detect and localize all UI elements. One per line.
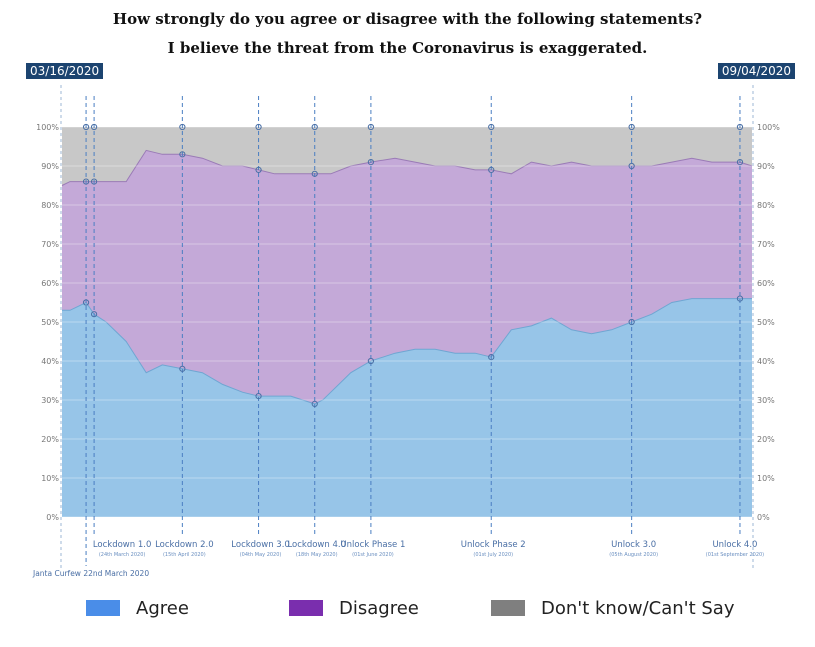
legend-item-dont-know: Don't know/Can't Say (491, 596, 734, 620)
event-marker (367, 357, 374, 365)
y-tick-label-left: 20% (41, 435, 59, 444)
legend-label-dont-know: Don't know/Can't Say (541, 597, 735, 619)
y-tick-label-left: 50% (41, 318, 59, 327)
legend-label-agree: Agree (136, 597, 189, 619)
event-label: Unlock Phase 1 (340, 540, 405, 550)
chart-title: How strongly do you agree or disagree wi… (112, 10, 703, 28)
y-tick-label-right: 30% (757, 396, 775, 405)
legend-label-disagree: Disagree (339, 597, 419, 619)
event-date: (15th April 2020) (163, 552, 206, 558)
legend-swatch-disagree (289, 600, 323, 616)
event-marker (628, 123, 635, 131)
y-tick-label-right: 100% (757, 123, 780, 132)
legend-swatch-agree (86, 600, 120, 616)
disagree-boundary-line (61, 149, 753, 186)
y-tick-label-left: 70% (41, 240, 59, 249)
y-tick-label-right: 0% (757, 513, 770, 522)
event-marker (628, 162, 635, 170)
event-date: (05th August 2020) (609, 552, 658, 558)
event-marker (90, 311, 98, 318)
y-tick-label-left: 0% (46, 513, 59, 522)
y-tick-label-left: 100% (36, 123, 59, 132)
event-marker (311, 170, 318, 177)
start-date-badge: 03/16/2020 (26, 63, 104, 79)
event-marker (82, 299, 90, 306)
y-tick-label-right: 70% (757, 240, 775, 249)
y-tick-label-right: 40% (757, 357, 775, 366)
event-marker (82, 123, 90, 131)
event-marker (90, 178, 98, 185)
y-tick-label-right: 90% (757, 162, 775, 171)
event-marker (82, 178, 90, 185)
event-date: (01st July 2020) (473, 552, 513, 558)
chart-subtitle: I believe the threat from the Coronaviru… (167, 39, 648, 57)
event-marker (488, 123, 495, 131)
y-tick-label-left: 10% (41, 474, 59, 483)
event-date: (01st June 2020) (352, 552, 394, 558)
event-label: Lockdown 3.0 (231, 540, 290, 550)
y-tick-label-right: 60% (757, 279, 775, 288)
event-marker (736, 295, 744, 302)
event-marker (179, 123, 186, 131)
event-marker (255, 123, 262, 131)
legend-item-agree: Agree (86, 596, 189, 620)
legend-item-disagree: Disagree (289, 596, 419, 620)
event-marker (628, 318, 635, 326)
y-tick-label-right: 50% (757, 318, 775, 327)
event-marker (311, 400, 318, 407)
event-label: Unlock 4.0 (712, 540, 757, 550)
event-marker (179, 365, 186, 372)
event-label: Lockdown 2.0 (155, 540, 214, 550)
event-marker (255, 166, 262, 173)
event-marker (367, 123, 374, 131)
event-date: (01st September 2020) (706, 552, 764, 558)
agree-area (62, 298, 752, 517)
event-label: Unlock Phase 2 (461, 540, 526, 550)
y-tick-label-right: 20% (757, 435, 775, 444)
event-label: Janta Curfew 22nd March 2020 (32, 569, 149, 578)
end-date-badge: 09/04/2020 (717, 63, 795, 79)
event-marker (311, 123, 318, 131)
y-tick-label-right: 10% (757, 474, 775, 483)
event-label: Lockdown 1.0 (93, 540, 152, 550)
event-marker (255, 393, 262, 400)
event-label: Lockdown 4.0 (287, 540, 346, 550)
event-marker (488, 166, 495, 173)
event-date: (18th May 2020) (296, 552, 338, 558)
event-date: (24th March 2020) (99, 552, 146, 558)
event-marker (90, 123, 98, 131)
y-tick-label-left: 40% (41, 357, 59, 366)
event-marker (488, 354, 495, 361)
event-marker (367, 159, 374, 166)
y-tick-label-right: 80% (757, 201, 775, 210)
y-tick-label-left: 60% (41, 279, 59, 288)
event-marker (736, 123, 744, 131)
event-marker (179, 151, 186, 158)
y-tick-label-left: 80% (41, 201, 59, 210)
event-date: (04th May 2020) (240, 552, 282, 558)
y-tick-label-left: 30% (41, 396, 59, 405)
event-label: Unlock 3.0 (611, 540, 656, 550)
y-tick-label-left: 90% (41, 162, 59, 171)
agree-boundary-line (62, 298, 752, 405)
event-marker (736, 159, 744, 166)
legend-swatch-dont-know (491, 600, 525, 616)
